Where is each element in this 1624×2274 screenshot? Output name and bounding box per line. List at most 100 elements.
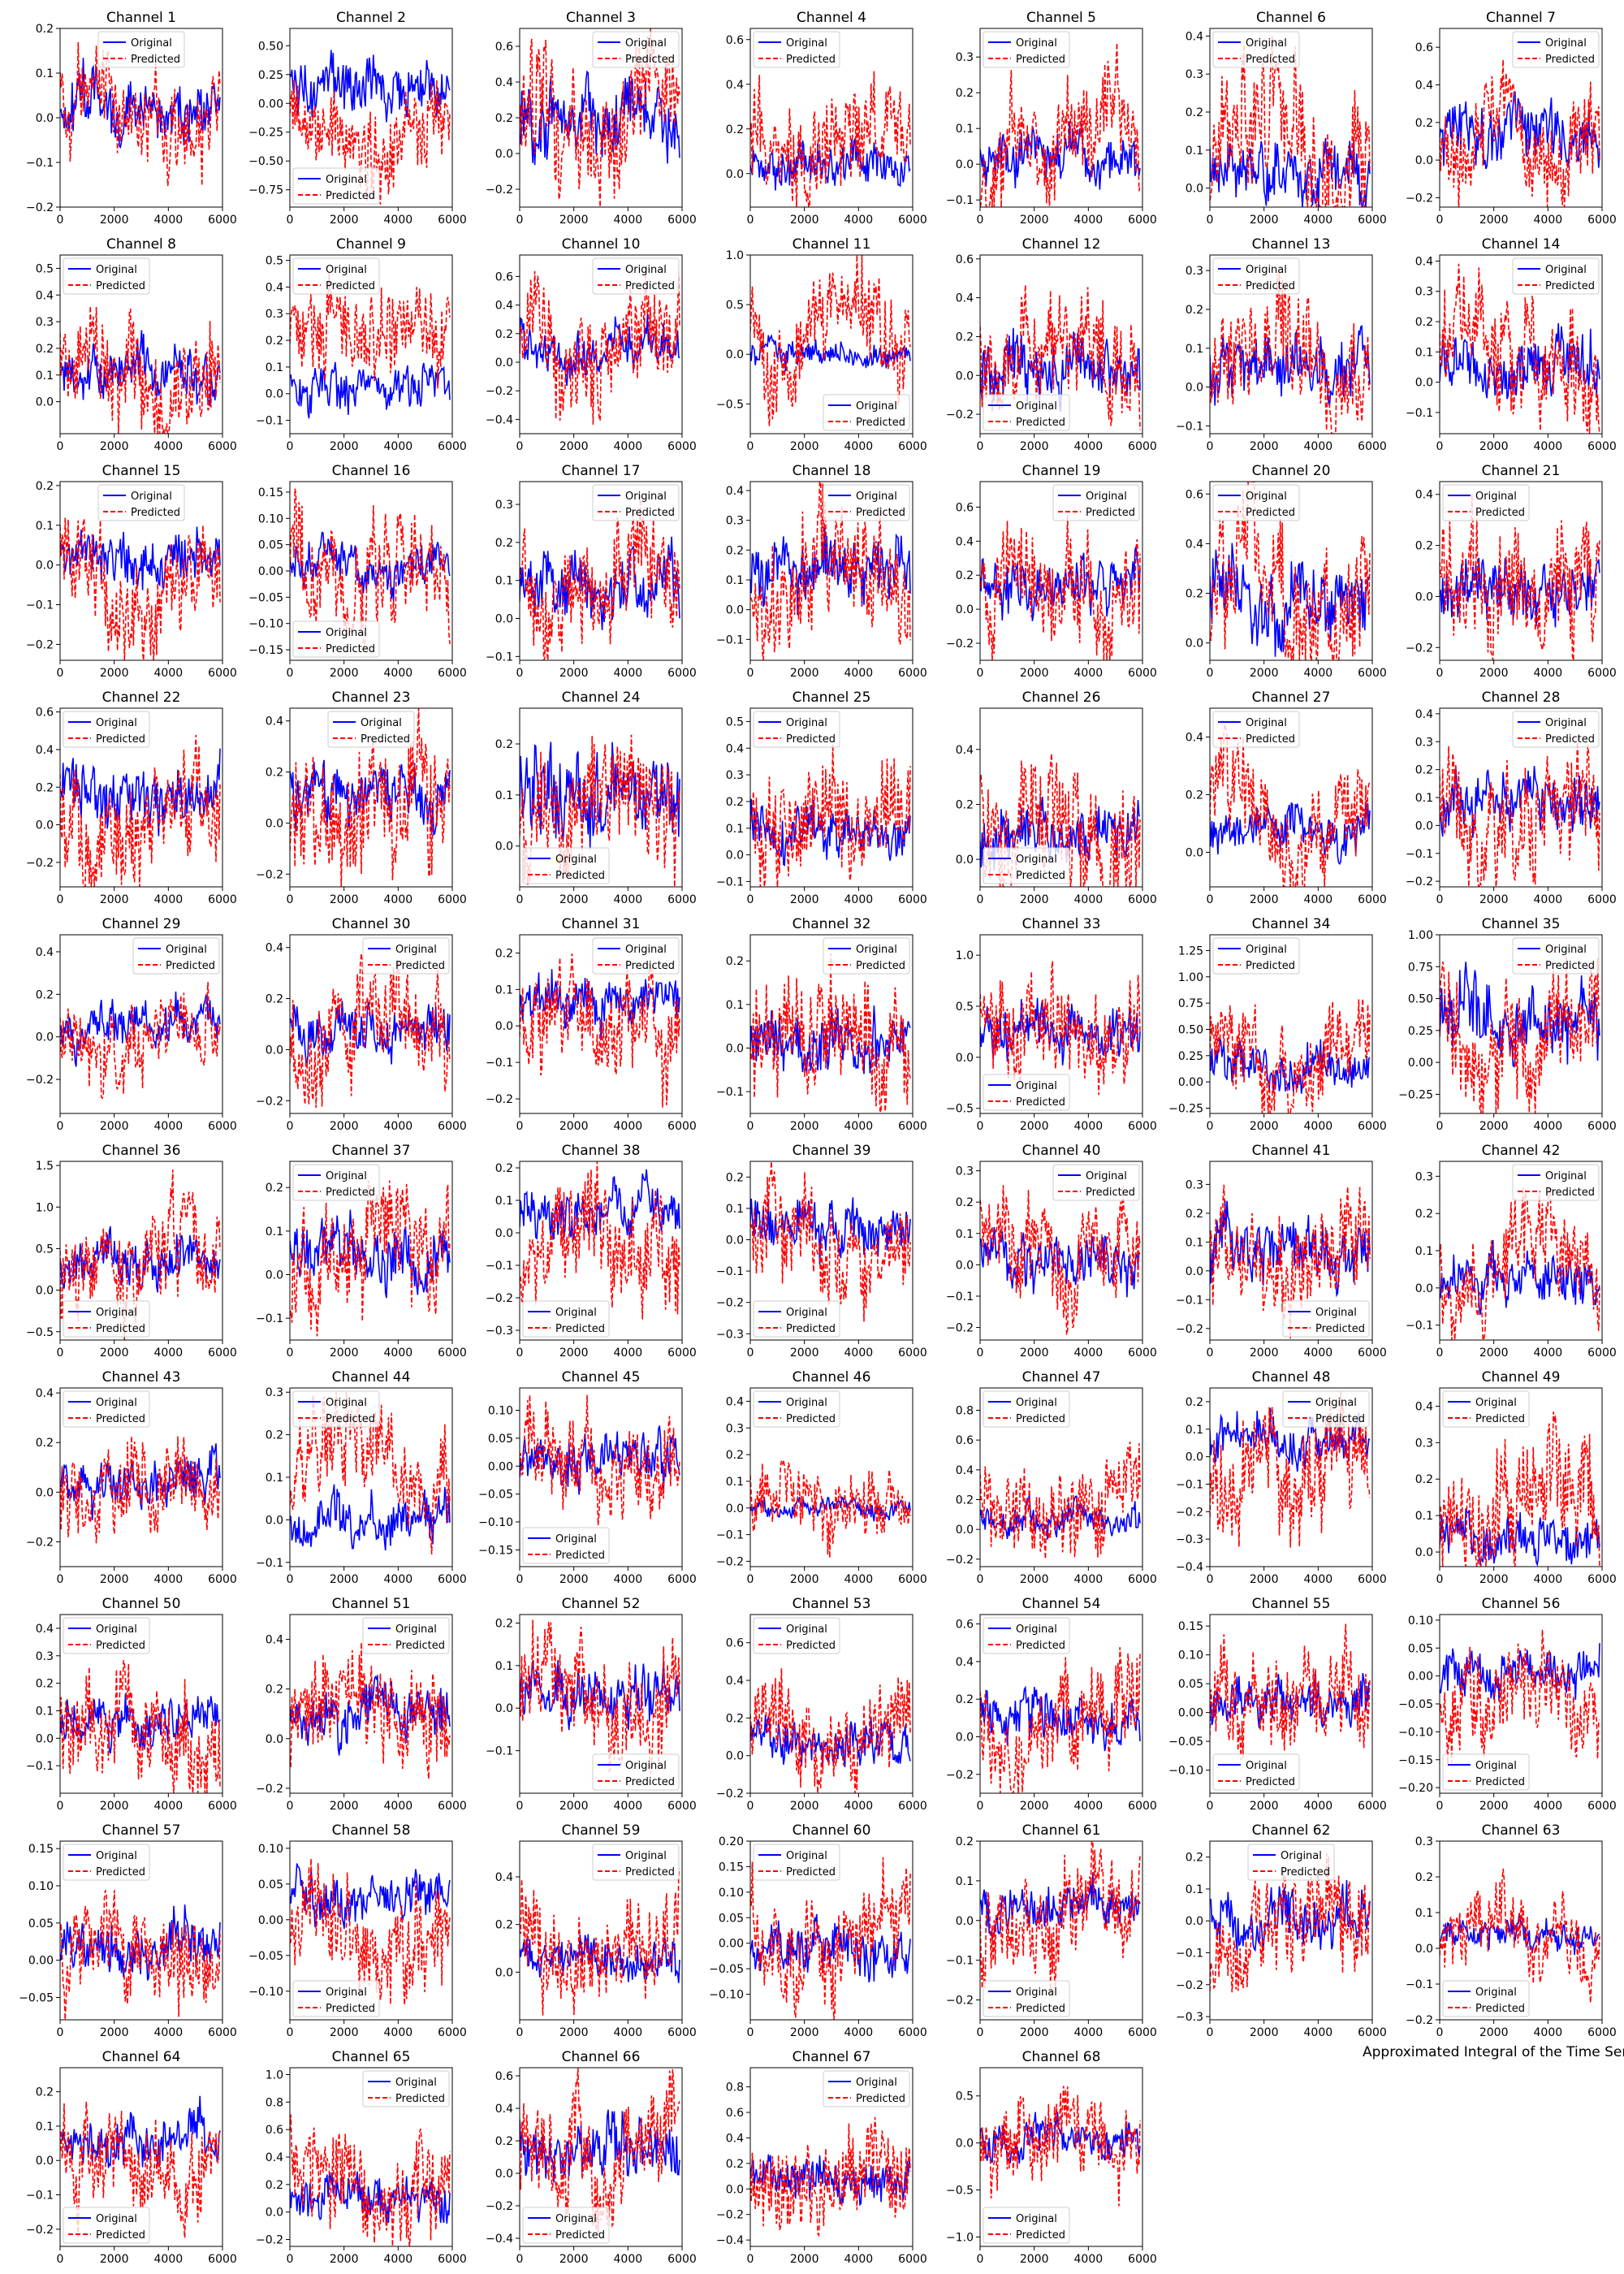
channel-30-xtick-label: 6000 [438,1120,467,1133]
channel-36-xtick-label: 0 [57,1347,64,1360]
channel-31-xtick-label: 6000 [667,1120,697,1133]
channel-35-title: Channel 35 [1482,916,1561,932]
channel-64-xtick-label: 6000 [208,2253,237,2266]
channel-14-xtick-label: 2000 [1479,440,1509,453]
channel-34-legend-label-predicted: Predicted [1246,960,1295,972]
channel-21-ytick-label: 0.0 [1415,590,1433,603]
channel-17-subplot: Channel 17 −0.1 0.0 0.1 0.2 0.3 0 2000 4000 6000 O… [486,463,697,680]
channel-36-ytick-label: 0.5 [36,1243,54,1256]
channel-65-xtick-label: 0 [287,2253,294,2266]
channel-67-legend-label-original: Original [856,2077,897,2089]
channel-54-legend-label-predicted: Predicted [1016,1640,1065,1652]
channel-5-legend-label-original: Original [1016,37,1057,50]
channel-42-ytick-label: 0.0 [1415,1282,1433,1295]
channel-28-title: Channel 28 [1482,690,1561,706]
channel-45-ytick-label: 0.10 [488,1405,513,1418]
channel-51-ytick-label: 0.4 [266,1634,283,1647]
channel-1-subplot: Channel 1 −0.2 −0.1 0.0 0.1 0.2 0 2000 4000 6000 O… [26,10,237,227]
channel-3-xtick-label: 4000 [614,214,643,227]
channel-49-legend-label-original: Original [1475,1397,1517,1409]
channel-64-series-predicted [60,2101,221,2238]
channel-25-ytick-label: 0.1 [726,823,744,836]
channel-8-ytick-label: 0.0 [36,396,54,409]
channel-56-ytick-label: −0.15 [1398,1754,1433,1767]
channel-45-ytick-label: −0.10 [478,1516,513,1529]
channel-50-xtick-label: 0 [57,1800,64,1813]
channel-53-ytick-label: 0.4 [726,1675,744,1688]
channel-48-title: Channel 48 [1252,1369,1331,1386]
channel-52-ytick-label: 0.0 [495,1702,513,1715]
channel-33-ytick-label: 0.0 [956,1052,974,1065]
channel-27-xtick-label: 0 [1207,893,1214,906]
channel-19-ytick-label: 0.6 [956,501,974,514]
channel-4-legend-label-predicted: Predicted [786,54,836,66]
channel-22-xtick-label: 4000 [154,893,184,906]
channel-14-ytick-label: 0.2 [1415,316,1433,329]
channel-63-ytick-label: 0.2 [1415,1871,1433,1884]
channel-40-xtick-label: 4000 [1074,1347,1104,1360]
channel-39-title: Channel 39 [793,1143,871,1159]
channel-58-ytick-label: 0.05 [258,1878,283,1891]
channel-46-xtick-label: 2000 [790,1573,819,1586]
channel-37-title: Channel 37 [332,1143,411,1159]
channel-68-legend-label-original: Original [1016,2213,1057,2225]
channel-47-xtick-label: 4000 [1074,1573,1104,1586]
channel-23-ytick-label: 0.0 [266,817,283,830]
channel-10-ytick-label: −0.4 [486,413,513,426]
channel-19-subplot: Channel 19 −0.2 0.0 0.2 0.4 0.6 0 2000 4000 6000 O… [946,463,1157,680]
channel-34-ytick-label: 0.25 [1178,1050,1203,1063]
channel-13-axes-frame [1209,254,1373,434]
channel-8-axes-frame [59,254,223,434]
channel-52-xtick-label: 6000 [667,1800,697,1813]
channel-18-legend-label-predicted: Predicted [856,507,905,519]
channel-58-legend-label-original: Original [326,1987,367,1999]
channel-23-ytick-label: −0.2 [256,868,283,881]
channel-30-legend: Original Predicted [362,937,450,975]
channel-48-ytick-label: 0.1 [1186,1424,1203,1437]
channel-42-xtick-label: 0 [1436,1347,1444,1360]
channel-4-xtick-label: 0 [747,214,754,227]
channel-35-ytick-label: 0.75 [1408,961,1433,974]
channel-32-legend-label-original: Original [856,944,897,956]
channel-16-legend: Original Predicted [292,620,380,658]
channel-58-ytick-label: 0.10 [258,1843,283,1856]
channel-60-ytick-label: 0.20 [719,1835,744,1848]
channel-30-subplot: Channel 30 −0.2 0.0 0.2 0.4 0 2000 4000 6000 Orig… [256,916,467,1133]
channel-64-xtick-label: 2000 [100,2253,129,2266]
channel-44-series-predicted [290,1391,451,1555]
channel-10-ytick-label: −0.2 [486,385,513,398]
channel-19-ytick-label: 0.0 [956,603,974,616]
channel-54-legend: Original Predicted [983,1617,1070,1654]
channel-9-series-predicted [290,271,451,389]
channel-25-xtick-label: 4000 [844,893,874,906]
channel-47-subplot: Channel 47 −0.2 0.0 0.2 0.4 0.6 0.8 0 2000 4000 60… [946,1369,1157,1586]
channel-42-series-predicted [1440,1186,1600,1340]
channel-56-title: Channel 56 [1482,1596,1561,1612]
channel-35-subplot: Channel 35 −0.25 0.00 0.25 0.50 0.75 1.00 0 2000… [1398,916,1617,1133]
channel-39-ytick-label: 0.0 [726,1234,744,1247]
channel-53-legend-label-original: Original [786,1623,827,1636]
channel-18-xtick-label: 0 [747,667,754,680]
channel-16-legend-label-original: Original [326,627,367,639]
channel-18-legend-label-original: Original [856,491,897,503]
channel-22-legend: Original Predicted [63,711,150,748]
channel-9-xtick-label: 4000 [384,440,413,453]
channel-67-ytick-label: 0.2 [726,2158,744,2171]
channel-31-ytick-label: −0.1 [486,1057,513,1070]
channel-14-legend-label-predicted: Predicted [1545,280,1595,292]
channel-45-xtick-label: 2000 [559,1573,589,1586]
channel-18-ytick-label: 0.1 [726,574,744,587]
channel-62-legend-label-predicted: Predicted [1281,1866,1330,1878]
channel-5-axes-frame [979,28,1143,208]
channel-48-ytick-label: −0.2 [1176,1506,1203,1519]
channel-26-xtick-label: 6000 [1128,893,1157,906]
channel-21-legend-label-predicted: Predicted [1475,507,1525,519]
channel-34-legend: Original Predicted [1212,937,1300,975]
channel-24-series-predicted [520,734,680,887]
channel-50-legend-label-predicted: Predicted [96,1640,145,1652]
channel-39-series-predicted [750,1161,911,1322]
channel-40-ytick-label: −0.2 [946,1322,974,1335]
channel-59-xtick-label: 0 [516,2026,524,2039]
channel-30-ytick-label: −0.2 [256,1095,283,1108]
channel-13-ytick-label: −0.1 [1176,420,1203,433]
